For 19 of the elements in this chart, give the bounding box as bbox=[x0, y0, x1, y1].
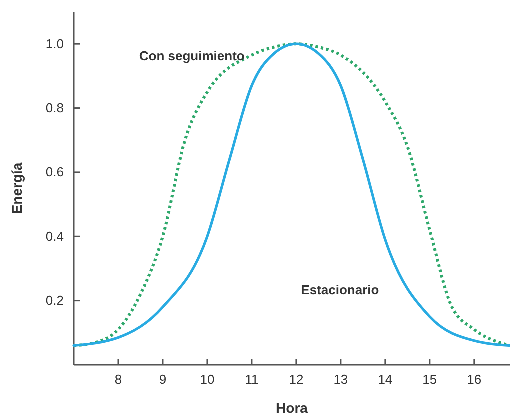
y-tick-label: 0.4 bbox=[46, 228, 64, 244]
x-tick-label: 15 bbox=[422, 372, 438, 388]
x-tick-label: 14 bbox=[378, 372, 393, 388]
x-tick-label: 11 bbox=[245, 372, 259, 388]
x-tick-label: 8 bbox=[114, 372, 122, 388]
y-tick-label: 0.8 bbox=[46, 100, 64, 116]
x-tick-label: 10 bbox=[200, 372, 215, 388]
y-axis-title: Energía bbox=[9, 162, 25, 214]
x-tick-label: 16 bbox=[467, 372, 482, 388]
x-axis-title: Hora bbox=[276, 400, 308, 416]
y-tick-label: 0.6 bbox=[46, 164, 64, 180]
x-tick-label: 13 bbox=[334, 372, 348, 388]
x-tick-label: 12 bbox=[289, 372, 304, 388]
y-tick-label: 0.2 bbox=[46, 292, 64, 308]
series-label: Con seguimiento bbox=[139, 48, 245, 64]
x-tick-label: 9 bbox=[159, 372, 167, 388]
y-tick-label: 1.0 bbox=[46, 36, 64, 52]
series-label: Estacionario bbox=[301, 282, 380, 298]
line-series bbox=[72, 42, 510, 348]
